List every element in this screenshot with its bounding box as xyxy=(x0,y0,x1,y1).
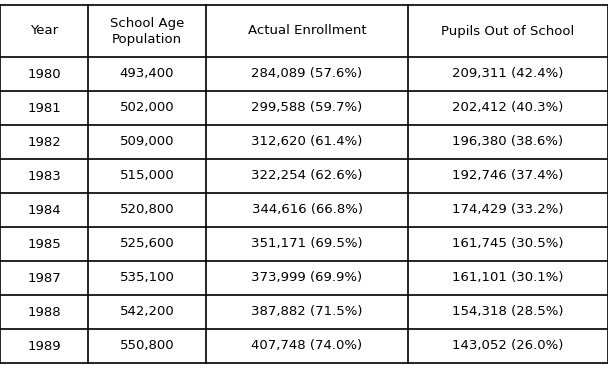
Text: 143,052 (26.0%): 143,052 (26.0%) xyxy=(452,340,564,353)
Text: 1980: 1980 xyxy=(27,67,61,81)
Text: Actual Enrollment: Actual Enrollment xyxy=(247,25,366,38)
Text: School Age
Population: School Age Population xyxy=(110,17,184,46)
Text: 373,999 (69.9%): 373,999 (69.9%) xyxy=(252,272,362,284)
Text: 387,882 (71.5%): 387,882 (71.5%) xyxy=(251,305,363,318)
Text: 1982: 1982 xyxy=(27,135,61,149)
Text: Year: Year xyxy=(30,25,58,38)
Text: 542,200: 542,200 xyxy=(120,305,174,318)
Text: 1989: 1989 xyxy=(27,340,61,353)
Text: 550,800: 550,800 xyxy=(120,340,174,353)
Text: 502,000: 502,000 xyxy=(120,102,174,114)
Text: 509,000: 509,000 xyxy=(120,135,174,149)
Text: 161,745 (30.5%): 161,745 (30.5%) xyxy=(452,237,564,251)
Text: 312,620 (61.4%): 312,620 (61.4%) xyxy=(251,135,363,149)
Text: 351,171 (69.5%): 351,171 (69.5%) xyxy=(251,237,363,251)
Text: 299,588 (59.7%): 299,588 (59.7%) xyxy=(251,102,362,114)
Text: Pupils Out of School: Pupils Out of School xyxy=(441,25,575,38)
Text: 1985: 1985 xyxy=(27,237,61,251)
Text: 1984: 1984 xyxy=(27,204,61,216)
Text: 344,616 (66.8%): 344,616 (66.8%) xyxy=(252,204,362,216)
Text: 174,429 (33.2%): 174,429 (33.2%) xyxy=(452,204,564,216)
Text: 154,318 (28.5%): 154,318 (28.5%) xyxy=(452,305,564,318)
Text: 493,400: 493,400 xyxy=(120,67,174,81)
Text: 196,380 (38.6%): 196,380 (38.6%) xyxy=(452,135,564,149)
Text: 161,101 (30.1%): 161,101 (30.1%) xyxy=(452,272,564,284)
Text: 407,748 (74.0%): 407,748 (74.0%) xyxy=(252,340,362,353)
Text: 535,100: 535,100 xyxy=(120,272,174,284)
Text: 1983: 1983 xyxy=(27,170,61,183)
Text: 1987: 1987 xyxy=(27,272,61,284)
Text: 525,600: 525,600 xyxy=(120,237,174,251)
Text: 209,311 (42.4%): 209,311 (42.4%) xyxy=(452,67,564,81)
Text: 192,746 (37.4%): 192,746 (37.4%) xyxy=(452,170,564,183)
Text: 284,089 (57.6%): 284,089 (57.6%) xyxy=(252,67,362,81)
Text: 1988: 1988 xyxy=(27,305,61,318)
Text: 202,412 (40.3%): 202,412 (40.3%) xyxy=(452,102,564,114)
Text: 520,800: 520,800 xyxy=(120,204,174,216)
Text: 1981: 1981 xyxy=(27,102,61,114)
Text: 322,254 (62.6%): 322,254 (62.6%) xyxy=(251,170,363,183)
Text: 515,000: 515,000 xyxy=(120,170,174,183)
